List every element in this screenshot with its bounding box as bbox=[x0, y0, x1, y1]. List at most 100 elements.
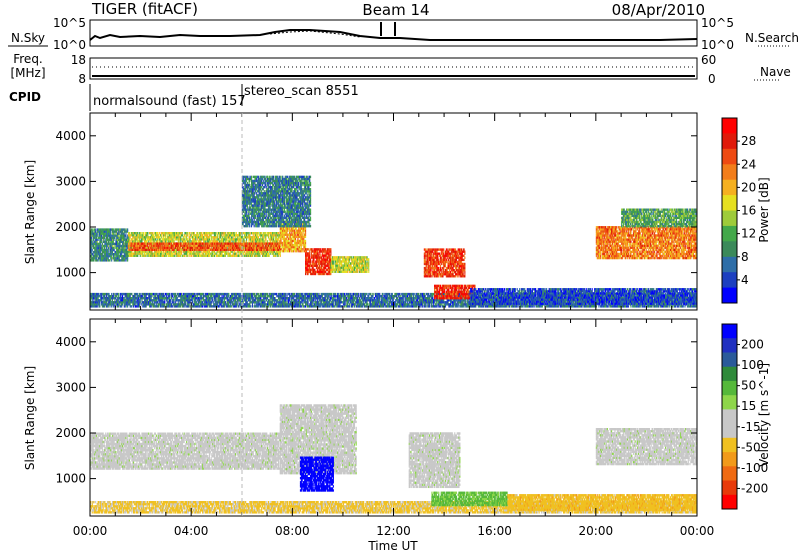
data-cell bbox=[637, 305, 639, 308]
data-cell bbox=[185, 297, 187, 300]
data-cell bbox=[334, 292, 336, 296]
data-cell bbox=[187, 299, 189, 302]
data-cell bbox=[397, 292, 399, 296]
data-cell bbox=[154, 295, 156, 298]
data-cell bbox=[333, 295, 335, 298]
data-cell bbox=[98, 305, 100, 308]
data-cell bbox=[443, 299, 445, 302]
data-cell bbox=[197, 292, 199, 296]
data-cell bbox=[634, 305, 636, 308]
data-cell bbox=[119, 246, 121, 250]
data-cell bbox=[95, 292, 97, 296]
data-cell bbox=[281, 295, 283, 298]
data-cell bbox=[183, 301, 185, 304]
data-cell bbox=[152, 305, 154, 308]
data-cell bbox=[126, 301, 128, 304]
data-cell bbox=[235, 297, 237, 300]
data-cell bbox=[211, 297, 213, 300]
data-cell bbox=[176, 305, 178, 308]
data-cell bbox=[579, 297, 581, 300]
data-cell bbox=[500, 305, 502, 308]
data-cell bbox=[285, 299, 287, 302]
data-cell bbox=[335, 297, 337, 300]
data-cell bbox=[331, 301, 333, 304]
data-cell bbox=[154, 301, 156, 304]
data-cell bbox=[125, 299, 127, 302]
data-cell bbox=[220, 299, 222, 302]
data-cell bbox=[312, 301, 314, 304]
data-cell bbox=[215, 299, 217, 302]
data-cell bbox=[669, 295, 671, 298]
data-cell bbox=[444, 305, 447, 308]
data-cell bbox=[639, 295, 641, 298]
data-cell bbox=[662, 305, 664, 308]
data-cell bbox=[427, 295, 429, 298]
data-cell bbox=[456, 299, 458, 302]
data-cell bbox=[337, 297, 340, 300]
data-cell bbox=[135, 297, 137, 300]
data-cell bbox=[401, 299, 403, 302]
data-cell bbox=[165, 297, 167, 300]
data-cell bbox=[435, 297, 437, 300]
data-cell bbox=[168, 295, 170, 298]
data-cell bbox=[175, 301, 177, 304]
data-cell bbox=[213, 295, 216, 298]
data-cell bbox=[420, 299, 422, 302]
data-cell bbox=[263, 297, 265, 300]
data-cell bbox=[389, 297, 391, 300]
data-cell bbox=[597, 297, 599, 300]
data-cell bbox=[295, 303, 297, 306]
data-cell bbox=[113, 244, 115, 248]
data-cell bbox=[272, 292, 275, 296]
data-cell bbox=[161, 299, 163, 302]
data-cell bbox=[242, 295, 244, 298]
data-cell bbox=[165, 295, 168, 298]
data-cell bbox=[294, 301, 297, 304]
data-cell bbox=[386, 299, 388, 302]
data-cell bbox=[405, 297, 407, 300]
data-cell bbox=[376, 292, 378, 296]
data-cell bbox=[156, 305, 158, 308]
data-cell bbox=[111, 255, 113, 258]
data-cell bbox=[505, 295, 507, 298]
data-cell bbox=[145, 299, 147, 302]
data-cell bbox=[125, 297, 127, 300]
data-cell bbox=[183, 299, 185, 302]
data-cell bbox=[192, 305, 195, 308]
data-cell bbox=[401, 301, 404, 304]
data-cell bbox=[144, 305, 146, 308]
data-cell bbox=[157, 303, 159, 306]
data-cell bbox=[176, 305, 178, 308]
freq-label-top: Freq. bbox=[13, 52, 43, 66]
data-cell bbox=[568, 305, 571, 308]
data-cell bbox=[116, 301, 118, 304]
data-cell bbox=[332, 301, 334, 304]
data-cell bbox=[632, 305, 635, 308]
data-cell bbox=[118, 232, 120, 235]
data-cell bbox=[465, 301, 467, 304]
data-cell bbox=[274, 303, 276, 306]
data-cell bbox=[619, 297, 621, 300]
data-cell bbox=[669, 303, 671, 306]
data-cell bbox=[278, 299, 280, 302]
data-cell bbox=[155, 305, 157, 308]
data-cell bbox=[154, 305, 157, 308]
data-cell bbox=[292, 295, 294, 298]
data-cell bbox=[213, 292, 216, 296]
data-cell bbox=[133, 303, 135, 306]
data-cell bbox=[322, 299, 324, 302]
data-cell bbox=[229, 305, 232, 308]
data-cell bbox=[105, 292, 107, 296]
data-cell bbox=[218, 299, 220, 302]
data-cell bbox=[680, 305, 682, 308]
data-cell bbox=[150, 297, 152, 300]
data-cell bbox=[165, 299, 168, 302]
data-cell bbox=[400, 305, 402, 308]
data-cell bbox=[430, 301, 432, 304]
data-cell bbox=[244, 295, 246, 298]
data-cell bbox=[331, 305, 333, 308]
data-cell bbox=[551, 297, 553, 300]
data-cell bbox=[298, 297, 300, 300]
data-cell bbox=[253, 299, 255, 302]
data-cell bbox=[403, 301, 405, 304]
